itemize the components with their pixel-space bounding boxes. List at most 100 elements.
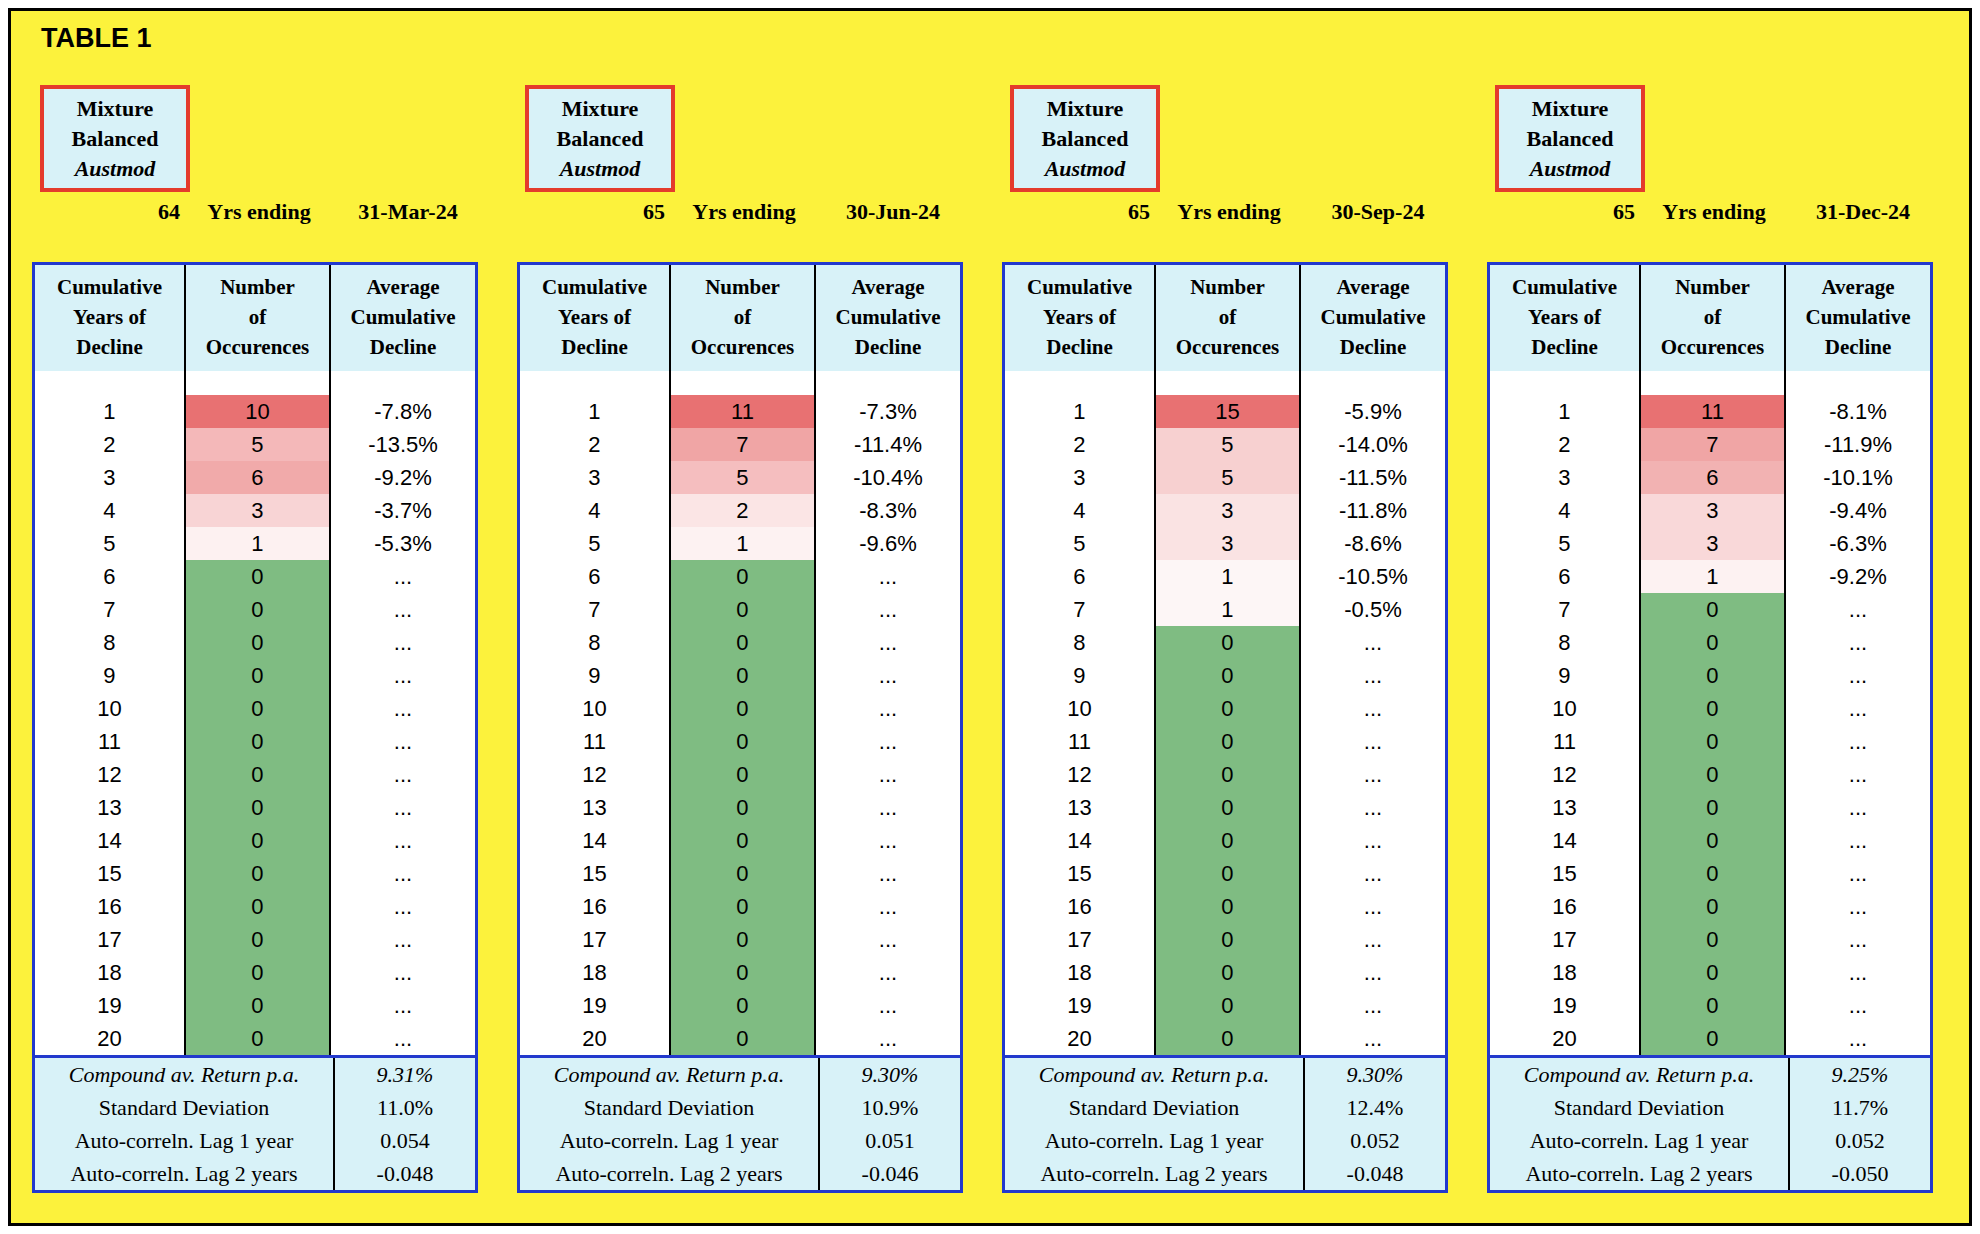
year-cell: 6 [520,560,669,593]
year-cell: 9 [35,659,184,692]
column-header-line: Decline [520,332,669,362]
decline-cell: -0.5% [1301,593,1445,626]
table-row: 90... [35,659,475,692]
table-row: 42-8.3% [520,494,960,527]
decline-cell: -11.9% [1786,428,1930,461]
column-header-line: Years of [520,302,669,332]
stat-value: 11.0% [335,1091,475,1124]
column-header-line: Number [1156,272,1299,302]
table-row: 35-11.5% [1005,461,1445,494]
fund-panel: MixtureBalancedAustmod65Yrs ending30-Sep… [1002,85,1448,1193]
occurrences-cell: 2 [669,494,816,527]
stats-row: Auto-correln. Lag 2 years-0.050 [1490,1157,1930,1190]
stat-value: 12.4% [1305,1091,1445,1124]
decline-cell: -11.4% [816,428,960,461]
table-row: 43-3.7% [35,494,475,527]
occurrences-cell: 3 [1154,494,1301,527]
stat-value: -0.050 [1790,1157,1930,1190]
occurrences-cell: 3 [1639,494,1786,527]
year-cell: 19 [520,989,669,1022]
table-row: 110... [1005,725,1445,758]
column-header-line: Years of [1490,302,1639,332]
table-row: 90... [1490,659,1930,692]
decline-cell: ... [1301,791,1445,824]
stat-value: -0.048 [1305,1157,1445,1190]
stat-value: 9.31% [335,1058,475,1091]
table1-board: TABLE 1 MixtureBalancedAustmod64Yrs endi… [8,8,1972,1226]
table-row: 80... [1490,626,1930,659]
year-cell: 17 [520,923,669,956]
stats-row: Auto-correln. Lag 2 years-0.048 [1005,1157,1445,1190]
stat-label: Compound av. Return p.a. [1005,1058,1305,1091]
decline-cell: ... [1786,824,1930,857]
occurrences-cell: 0 [1639,659,1786,692]
year-cell: 8 [35,626,184,659]
stat-value: 0.052 [1305,1124,1445,1157]
stat-label: Standard Deviation [1490,1091,1790,1124]
decline-cell: ... [1786,626,1930,659]
fund-name-box: MixtureBalancedAustmod [1495,85,1645,192]
year-cell: 15 [1005,857,1154,890]
decline-cell: ... [816,626,960,659]
decline-cell: ... [816,956,960,989]
table-row: 190... [35,989,475,1022]
year-cell: 19 [1490,989,1639,1022]
decline-cell: -10.5% [1301,560,1445,593]
column-header: AverageCumulativeDecline [1786,265,1930,371]
occurrences-cell: 0 [669,989,816,1022]
table-row: 100... [1490,692,1930,725]
occurrences-cell: 0 [1639,1022,1786,1055]
table-row: 60... [35,560,475,593]
year-cell: 16 [520,890,669,923]
decline-cell [1786,371,1930,395]
year-cell: 11 [35,725,184,758]
stats-row: Compound av. Return p.a.9.25% [1490,1058,1930,1091]
table-row: 170... [35,923,475,956]
table-row: 150... [1005,857,1445,890]
column-header: AverageCumulativeDecline [1301,265,1445,371]
year-cell [520,371,669,395]
stats-row: Auto-correln. Lag 1 year0.051 [520,1124,960,1157]
occurrences-cell: 0 [1154,758,1301,791]
occurrences-cell: 0 [1154,890,1301,923]
stat-label: Auto-correln. Lag 2 years [35,1157,335,1190]
decline-table: CumulativeYears ofDeclineNumberofOccuren… [32,262,478,1058]
fund-name-line: Mixture [529,94,671,124]
fund-model-name: Austmod [1499,154,1641,184]
decline-cell: ... [331,989,475,1022]
table-row: 71-0.5% [1005,593,1445,626]
table-row-blank [1490,371,1930,395]
table-row: 90... [1005,659,1445,692]
decline-cell: ... [1786,890,1930,923]
year-cell: 6 [1005,560,1154,593]
occurrences-cell: 0 [669,758,816,791]
table-row: 130... [35,791,475,824]
year-cell: 19 [1005,989,1154,1022]
occurrences-cell [184,371,331,395]
column-header-line: Decline [35,332,184,362]
occurrences-cell: 0 [1154,824,1301,857]
column-header: AverageCumulativeDecline [816,265,960,371]
table-row: 70... [35,593,475,626]
year-cell: 15 [35,857,184,890]
table-body: 115-5.9%25-14.0%35-11.5%43-11.8%53-8.6%6… [1005,371,1445,1055]
table-row: 25-13.5% [35,428,475,461]
year-cell: 4 [1490,494,1639,527]
fund-name-line: Mixture [1014,94,1156,124]
decline-cell: -11.5% [1301,461,1445,494]
table-row: 130... [1490,791,1930,824]
year-cell: 18 [1005,956,1154,989]
decline-cell: ... [816,890,960,923]
occurrences-cell: 5 [669,461,816,494]
occurrences-cell: 0 [184,791,331,824]
table-row: 140... [520,824,960,857]
decline-cell: ... [1301,989,1445,1022]
table-row: 110-7.8% [35,395,475,428]
occurrences-cell: 0 [1639,824,1786,857]
occurrences-cell: 5 [1154,461,1301,494]
year-cell: 3 [35,461,184,494]
year-cell: 17 [1490,923,1639,956]
table-row: 190... [1005,989,1445,1022]
year-cell: 8 [1005,626,1154,659]
table-header: CumulativeYears ofDeclineNumberofOccuren… [1005,265,1445,371]
